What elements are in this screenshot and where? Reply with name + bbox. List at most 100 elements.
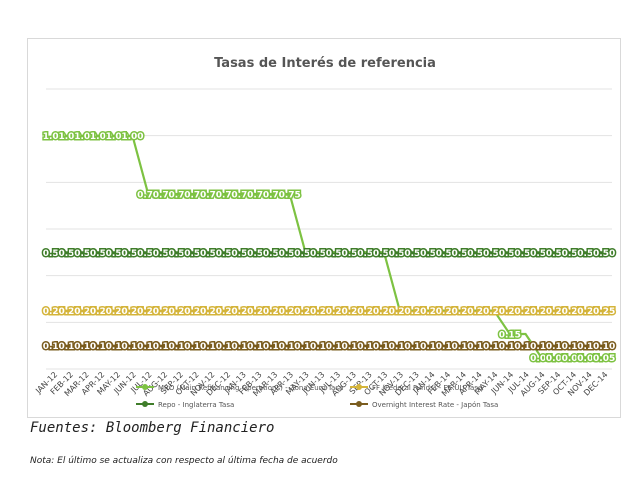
data-label: 0.05 (577, 354, 599, 364)
data-label: 0.50 (74, 249, 96, 259)
data-label: 0.25 (593, 307, 615, 317)
data-label: 0.05 (546, 354, 568, 364)
data-label: 0.50 (137, 249, 159, 259)
legend-label: Overnight Interest Rate - Japón Tasa (372, 401, 498, 409)
data-label: 0.25 (231, 307, 253, 317)
data-label: 0.25 (341, 307, 363, 317)
data-label: 0.50 (294, 249, 316, 259)
data-label: 1.00 (121, 132, 143, 142)
data-label: 0.50 (577, 249, 599, 259)
data-label: 0.10 (577, 342, 599, 352)
data-label: 0.25 (216, 307, 238, 317)
data-label: 0.10 (74, 342, 96, 352)
line-chart: Tasas de Interés de referencia 0.100.100… (33, 56, 616, 409)
data-label: 0.25 (452, 307, 474, 317)
data-label: 0.50 (436, 249, 458, 259)
data-label: 0.25 (373, 307, 395, 317)
data-label: 0.75 (153, 191, 175, 201)
data-label: 0.25 (279, 307, 301, 317)
data-label: 0.50 (279, 249, 301, 259)
data-label: 0.25 (546, 307, 568, 317)
data-label: 0.25 (184, 307, 206, 317)
data-label: 0.75 (216, 191, 238, 201)
data-label: 0.10 (263, 342, 285, 352)
data-label: 0.10 (389, 342, 411, 352)
data-label: 0.25 (294, 307, 316, 317)
data-label: 0.25 (404, 307, 426, 317)
data-label: 0.50 (310, 249, 332, 259)
data-label: 0.50 (530, 249, 552, 259)
data-label: 0.05 (562, 354, 584, 364)
data-label: 0.50 (404, 249, 426, 259)
data-label: 1.00 (43, 132, 65, 142)
data-label: 0.75 (231, 191, 253, 201)
data-label: 0.15 (499, 331, 521, 341)
data-label: 0.10 (200, 342, 222, 352)
data-label: 0.75 (169, 191, 191, 201)
data-label: 0.75 (263, 191, 285, 201)
data-label: 0.10 (436, 342, 458, 352)
source-text: Fuentes: Bloomberg Financiero (30, 420, 275, 436)
data-label: 0.50 (43, 249, 65, 259)
data-label: 0.25 (74, 307, 96, 317)
data-label: 0.25 (436, 307, 458, 317)
data-label: 0.10 (530, 342, 552, 352)
data-label: 0.05 (593, 354, 615, 364)
data-label: 0.25 (310, 307, 332, 317)
data-label: 0.25 (326, 307, 348, 317)
data-label: 0.25 (577, 307, 599, 317)
chart-title: Tasas de Interés de referencia (214, 56, 436, 71)
data-label: 0.25 (263, 307, 285, 317)
data-label: 0.50 (514, 249, 536, 259)
data-label: 0.25 (200, 307, 222, 317)
data-label: 0.10 (247, 342, 269, 352)
legend-label: FF (Federal Funds) - EE.UU Tasa (372, 384, 482, 392)
data-label: 0.10 (593, 342, 615, 352)
data-label: 0.10 (231, 342, 253, 352)
legend-item: FF (Federal Funds) - EE.UU Tasa (350, 384, 482, 392)
data-label: 0.50 (593, 249, 615, 259)
data-label: 0.25 (530, 307, 552, 317)
data-label: 0.10 (514, 342, 536, 352)
data-label: 0.50 (357, 249, 379, 259)
data-label: 0.25 (43, 307, 65, 317)
data-label: 0.10 (43, 342, 65, 352)
data-label: 0.25 (58, 307, 80, 317)
data-label: 0.10 (294, 342, 316, 352)
data-label: 0.50 (153, 249, 175, 259)
data-label: 0.25 (389, 307, 411, 317)
data-label: 0.75 (137, 191, 159, 201)
data-label: 0.10 (452, 342, 474, 352)
data-label: 0.50 (121, 249, 143, 259)
data-labels: 0.100.100.100.100.100.100.100.100.100.10… (41, 131, 616, 366)
data-label: 0.25 (467, 307, 489, 317)
legend-swatch-marker (142, 401, 148, 407)
data-label: 0.10 (341, 342, 363, 352)
data-label: 0.25 (514, 307, 536, 317)
data-label: 0.10 (90, 342, 112, 352)
data-label: 0.50 (200, 249, 222, 259)
data-label: 0.50 (420, 249, 442, 259)
data-label: 0.25 (121, 307, 143, 317)
data-label: 0.10 (546, 342, 568, 352)
legend-label: Repo - Inglaterra Tasa (158, 401, 234, 409)
data-label: 0.50 (373, 249, 395, 259)
series-line-0 (53, 134, 605, 359)
data-label: 0.25 (247, 307, 269, 317)
data-label: 0.50 (58, 249, 80, 259)
data-label: 0.10 (420, 342, 442, 352)
series-lines (53, 134, 605, 359)
legend-item: Repo - Inglaterra Tasa (136, 401, 234, 409)
data-label: 0.50 (231, 249, 253, 259)
data-label: 0.10 (499, 342, 521, 352)
data-label: 0.25 (357, 307, 379, 317)
data-label: 0.10 (562, 342, 584, 352)
data-label: 0.50 (263, 249, 285, 259)
data-label: 0.50 (326, 249, 348, 259)
data-label: 0.50 (216, 249, 238, 259)
data-label: 0.10 (404, 342, 426, 352)
data-label: 1.00 (58, 132, 80, 142)
data-label: 0.50 (247, 249, 269, 259)
data-label: 0.50 (546, 249, 568, 259)
data-label: 0.10 (58, 342, 80, 352)
